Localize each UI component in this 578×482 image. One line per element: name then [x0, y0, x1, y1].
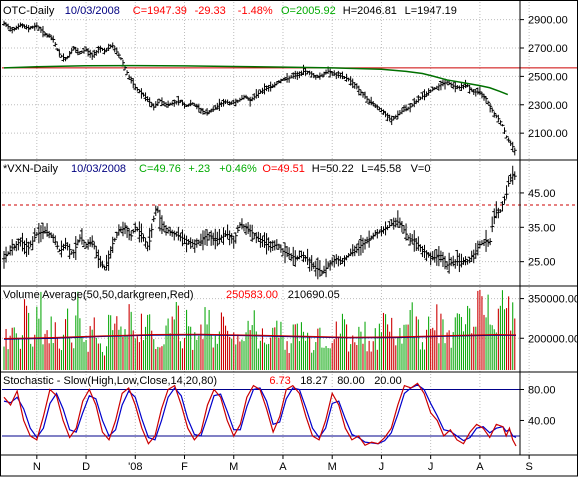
vxn-tick-label: 45.00 — [528, 188, 556, 200]
x-tick-label: A — [279, 461, 287, 473]
x-tick-label: '08 — [128, 461, 142, 473]
x-tick-label: M — [229, 461, 238, 473]
volume-title-part: 210690.05 — [288, 289, 340, 301]
volume-tick-label: 200000.00 — [528, 333, 578, 345]
stoch-tick-label: 40.00 — [528, 415, 556, 427]
x-tick-label: M — [328, 461, 337, 473]
stoch-title-part: 20.00 — [374, 375, 402, 387]
price-title-part: 10/03/2008 — [65, 5, 120, 17]
x-tick-label: J — [428, 461, 434, 473]
vxn-title-part: +0.46% — [219, 163, 257, 175]
stoch-title-part: 80.00 — [337, 375, 365, 387]
stoch-title-part: 18.27 — [300, 375, 328, 387]
price-title-part: OTC-Daily — [3, 5, 55, 17]
volume-average-line-2 — [3, 333, 517, 340]
x-tick-label: A — [476, 461, 484, 473]
stoch-k-line — [3, 382, 517, 447]
x-tick-label: D — [82, 461, 90, 473]
price-tick-label: 2300.00 — [528, 100, 568, 112]
vxn-tick-label: 35.00 — [528, 222, 556, 234]
price-tick-label: 2500.00 — [528, 71, 568, 83]
price-title-part: -1.48% — [238, 5, 273, 17]
price-moving-average-line — [3, 64, 509, 96]
vxn-bars — [2, 165, 517, 280]
stoch-title-part: Stochastic - Slow(High,Low,Close,14,20,8… — [3, 375, 217, 387]
volume-bars — [3, 289, 516, 370]
price-title-part: C=1947.39 — [133, 5, 187, 17]
x-tick-label: J — [379, 461, 385, 473]
price-tick-label: 2100.00 — [528, 128, 568, 140]
price-tick-label: 2700.00 — [528, 43, 568, 55]
vxn-title-part: O=49.51 — [262, 163, 305, 175]
volume-average-line — [3, 334, 517, 340]
vxn-title-part: 10/03/2008 — [71, 163, 126, 175]
vxn-tick-label: 25.00 — [528, 257, 556, 269]
vxn-title-part: C=49.76 — [139, 163, 181, 175]
price-title-part: H=2046.81 — [343, 5, 397, 17]
x-tick-label: S — [525, 461, 532, 473]
vxn-title-part: H=50.22 — [312, 163, 354, 175]
price-bars — [2, 20, 517, 156]
vxn-title-part: V=0 — [411, 163, 431, 175]
stoch-title-part: 6.73 — [269, 375, 290, 387]
volume-title-part: Volume Average(50,50,darkgreen,Red) — [3, 289, 194, 301]
price-title-part: -29.33 — [195, 5, 226, 17]
price-title-part: O=2005.92 — [281, 5, 336, 17]
volume-tick-label: 350000.00 — [528, 294, 578, 306]
vxn-title-part: +.23 — [188, 163, 210, 175]
price-tick-label: 2900.00 — [528, 15, 568, 27]
x-tick-label: F — [181, 461, 188, 473]
stoch-tick-label: 80.00 — [528, 384, 556, 396]
x-tick-label: N — [33, 461, 41, 473]
stoch-d-line — [3, 384, 517, 445]
vxn-title-part: L=45.58 — [361, 163, 401, 175]
volume-title-part: 250583.00 — [226, 289, 278, 301]
vxn-title-part: *VXN-Daily — [3, 163, 59, 175]
price-title-part: L=1947.19 — [405, 5, 457, 17]
